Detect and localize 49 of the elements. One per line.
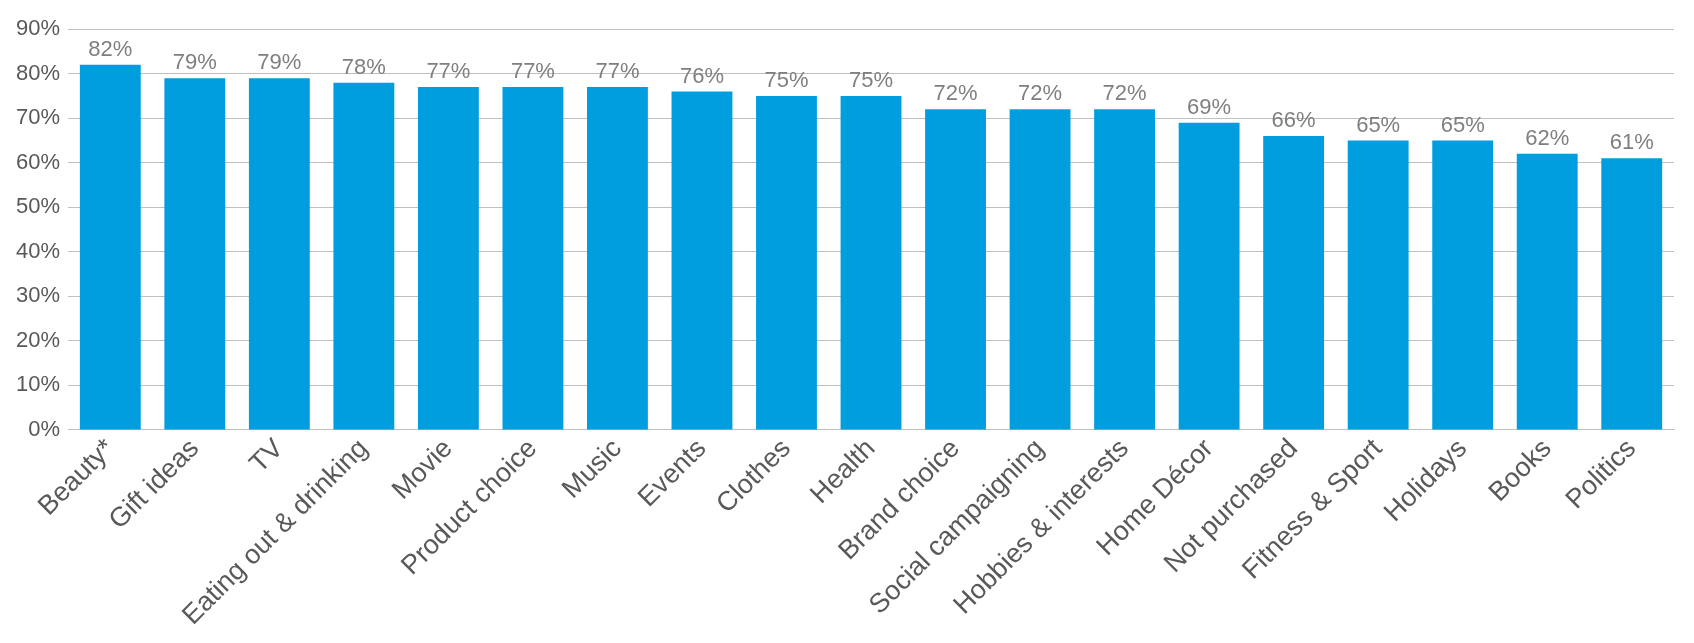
data-label: 72% — [933, 80, 978, 106]
data-label: 62% — [1525, 124, 1570, 150]
data-label: 79% — [257, 49, 302, 75]
bar — [1009, 109, 1071, 430]
bar — [925, 109, 986, 430]
y-tick-label: 10% — [15, 371, 61, 397]
bar — [1347, 140, 1409, 430]
y-tick-label: 40% — [15, 237, 61, 263]
data-label: 69% — [1187, 93, 1232, 119]
bar — [79, 64, 141, 430]
data-label: 66% — [1271, 107, 1316, 133]
bar — [248, 78, 310, 430]
bar — [164, 78, 226, 430]
y-tick-label: 30% — [15, 282, 61, 308]
bar — [756, 95, 817, 430]
data-label: 72% — [1102, 80, 1147, 106]
data-label: 72% — [1018, 80, 1063, 106]
bar — [1432, 140, 1494, 430]
bar — [587, 87, 648, 430]
bar — [1516, 153, 1578, 430]
bar — [1263, 136, 1325, 430]
bar — [1601, 158, 1663, 430]
y-tick-label: 0% — [28, 415, 61, 441]
y-tick-label: 80% — [15, 59, 61, 85]
y-tick-label: 90% — [15, 15, 61, 41]
bar — [1178, 122, 1240, 430]
y-tick-label: 20% — [15, 326, 61, 352]
y-tick-label: 50% — [15, 193, 61, 219]
data-label: 65% — [1356, 111, 1401, 137]
data-label: 75% — [848, 67, 894, 93]
data-label: 76% — [679, 62, 724, 88]
bar — [671, 91, 733, 430]
data-label: 75% — [764, 67, 809, 93]
data-label: 61% — [1609, 129, 1654, 155]
data-label: 65% — [1440, 111, 1485, 137]
data-label: 78% — [341, 53, 386, 79]
x-tick-label: TV — [243, 432, 289, 479]
y-tick-label: 70% — [15, 104, 61, 130]
y-tick-label: 60% — [15, 148, 61, 174]
data-label: 79% — [172, 49, 217, 75]
data-label: 77% — [426, 58, 471, 84]
bar — [417, 87, 479, 430]
data-label: 77% — [595, 58, 640, 84]
bar — [502, 87, 564, 430]
bar — [840, 95, 902, 430]
bar — [333, 82, 395, 430]
bar — [1094, 109, 1156, 430]
data-label: 82% — [88, 35, 133, 61]
data-label: 77% — [510, 58, 555, 84]
